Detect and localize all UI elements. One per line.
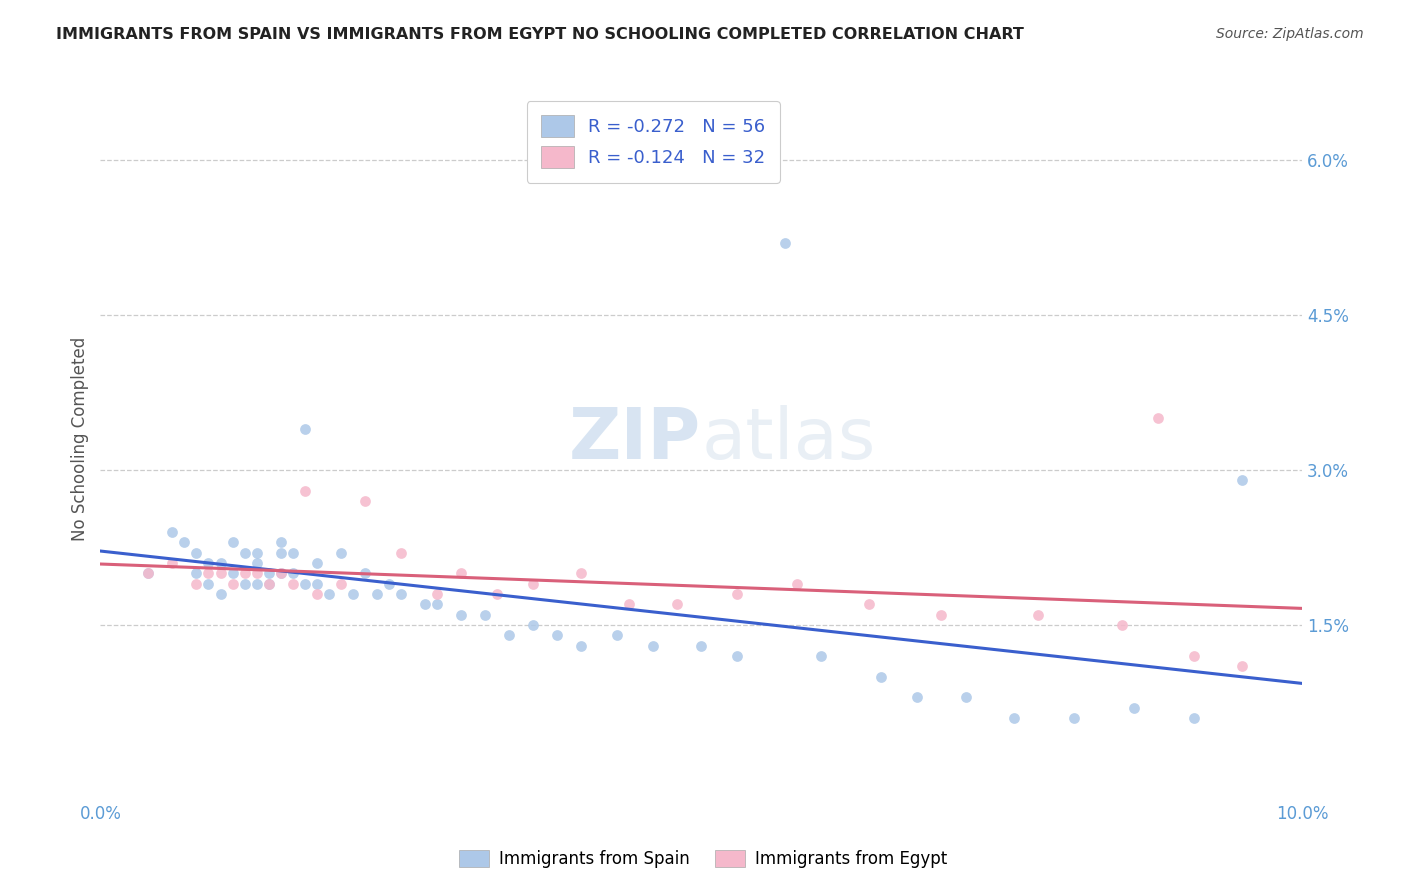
Point (643, 639, 665, 653)
Point (245, 576, 267, 591)
Point (305, 556, 328, 570)
Point (294, 483, 316, 498)
Point (221, 535, 243, 549)
Point (389, 546, 412, 560)
Point (318, 587, 340, 601)
Point (270, 566, 292, 581)
Point (931, 607, 953, 622)
Point (305, 587, 328, 601)
Point (197, 556, 219, 570)
Point (245, 556, 267, 570)
Text: IMMIGRANTS FROM SPAIN VS IMMIGRANTS FROM EGYPT NO SCHOOLING COMPLETED CORRELATIO: IMMIGRANTS FROM SPAIN VS IMMIGRANTS FROM… (56, 27, 1024, 42)
Point (666, 597, 689, 611)
Point (1111, 618, 1133, 632)
Point (1230, 474, 1253, 488)
Point (233, 546, 256, 560)
Point (725, 648, 748, 663)
Point (162, 524, 184, 539)
Point (353, 494, 375, 508)
Point (281, 546, 304, 560)
Point (233, 566, 256, 581)
Point (450, 607, 472, 622)
Point (221, 576, 243, 591)
Point (162, 556, 184, 570)
Point (138, 566, 160, 581)
Point (474, 607, 496, 622)
Point (209, 587, 232, 601)
Point (329, 576, 352, 591)
Point (858, 597, 880, 611)
Point (389, 587, 412, 601)
Point (569, 566, 592, 581)
Point (173, 535, 195, 549)
Point (1230, 659, 1253, 673)
Point (209, 556, 232, 570)
Point (810, 648, 832, 663)
Legend: Immigrants from Spain, Immigrants from Egypt: Immigrants from Spain, Immigrants from E… (453, 843, 953, 875)
Point (270, 535, 292, 549)
Text: atlas: atlas (702, 405, 876, 474)
Point (1002, 711, 1025, 725)
Point (186, 566, 208, 581)
Point (270, 566, 292, 581)
Point (522, 618, 544, 632)
Point (366, 587, 388, 601)
Point (209, 566, 232, 581)
Point (1122, 700, 1144, 714)
Text: Source: ZipAtlas.com: Source: ZipAtlas.com (1216, 27, 1364, 41)
Point (450, 566, 472, 581)
Point (1063, 711, 1085, 725)
Point (1182, 711, 1205, 725)
Point (426, 587, 449, 601)
Point (786, 576, 808, 591)
Point (186, 576, 208, 591)
Point (498, 628, 520, 642)
Point (245, 566, 267, 581)
Point (294, 576, 316, 591)
Point (197, 576, 219, 591)
Point (138, 566, 160, 581)
Point (270, 546, 292, 560)
Point (245, 546, 267, 560)
Point (546, 628, 568, 642)
Point (281, 566, 304, 581)
Point (342, 587, 364, 601)
Point (329, 546, 352, 560)
Point (1026, 607, 1049, 622)
Point (725, 587, 748, 601)
Point (197, 566, 219, 581)
Point (1146, 411, 1168, 425)
Point (690, 639, 713, 653)
Point (426, 597, 449, 611)
Point (353, 566, 375, 581)
Point (522, 576, 544, 591)
Point (294, 422, 316, 436)
Legend: R = -0.272   N = 56, R = -0.124   N = 32: R = -0.272 N = 56, R = -0.124 N = 32 (527, 101, 779, 183)
Point (221, 566, 243, 581)
Point (617, 597, 640, 611)
Point (257, 576, 280, 591)
Point (413, 597, 436, 611)
Text: ZIP: ZIP (569, 405, 702, 474)
Point (955, 690, 977, 705)
Point (305, 576, 328, 591)
Point (186, 546, 208, 560)
Point (257, 576, 280, 591)
Point (775, 235, 797, 250)
Point (870, 670, 893, 684)
Point (257, 566, 280, 581)
Point (569, 639, 592, 653)
Point (907, 690, 929, 705)
Point (377, 576, 399, 591)
Point (281, 576, 304, 591)
Point (606, 628, 628, 642)
Point (1182, 648, 1205, 663)
Point (233, 576, 256, 591)
Y-axis label: No Schooling Completed: No Schooling Completed (72, 337, 89, 541)
Point (485, 587, 508, 601)
